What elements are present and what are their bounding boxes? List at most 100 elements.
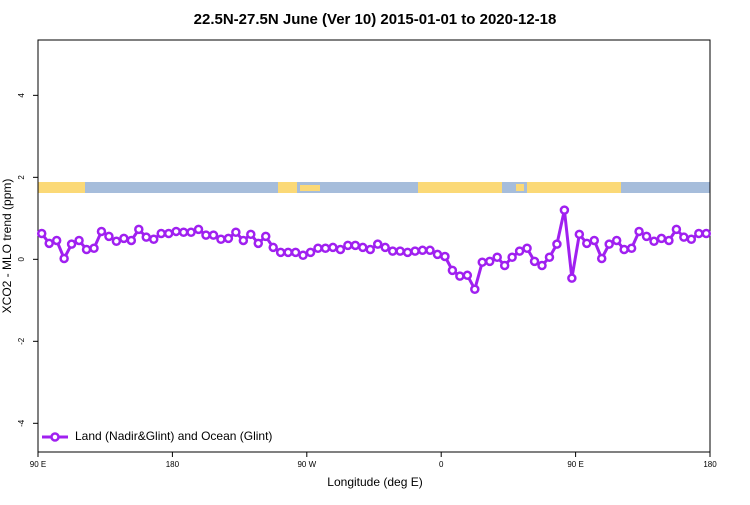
data-point [36,228,47,239]
data-point [589,235,600,246]
data-point [455,271,465,281]
data-point [634,226,644,237]
data-point [328,242,338,253]
data-point [626,243,637,254]
y-tick-label: 2 [17,175,26,180]
data-point [694,228,704,239]
data-point [552,239,562,249]
data-point [59,253,69,264]
data-point [664,235,674,246]
y-axis-label: XCO2 - MLO trend (ppm) [0,179,14,314]
x-axis-label: Longitude (deg E) [327,475,422,489]
data-point [343,240,353,251]
data-point [470,284,480,294]
data-point [134,224,144,235]
data-point [537,260,547,271]
data-point [686,234,697,244]
data-point [268,242,278,253]
data-point [649,236,659,247]
data-point [701,228,712,239]
x-tick-label: 180 [166,460,180,469]
data-point [260,231,271,242]
data-point [507,252,517,263]
data-point [387,246,398,256]
data-point [484,256,495,267]
data-point [641,231,652,242]
data-point [425,245,435,256]
data-point [402,247,413,258]
data-point [499,260,510,271]
data-point [305,247,316,258]
x-tick-label: 90 E [30,460,46,469]
data-point [440,251,450,262]
data-point [119,233,129,244]
data-point [335,244,346,255]
x-tick-label: 90 E [567,460,583,469]
data-point [298,250,308,260]
data-point [238,235,249,246]
data-point [596,253,607,264]
data-point [163,228,174,239]
data-point [604,239,614,249]
data-point [582,238,592,249]
data-point [567,273,577,283]
data-point [320,243,331,254]
x-tick-label: 0 [439,460,444,469]
data-point [208,230,219,240]
data-point [290,247,301,258]
data-point [96,226,107,237]
data-point [111,236,122,247]
data-point [544,252,555,263]
data-point [193,224,204,235]
x-tick-label: 90 W [297,460,316,469]
data-point [492,252,502,263]
y-tick-label: 4 [17,93,26,98]
data-point [275,247,286,258]
data-point [372,239,383,249]
data-point [671,224,682,235]
data-point [253,238,264,249]
data-point [559,205,570,215]
y-tick-label: -4 [17,419,26,427]
data-point [74,235,84,246]
data-point [126,235,137,246]
data-point [432,249,443,260]
data-point [656,233,667,244]
data-point [417,245,428,256]
data-point [410,246,420,256]
data-point [231,227,241,238]
legend-marker [50,432,60,442]
data-point [395,246,405,256]
data-point [514,246,525,256]
data-point [313,243,323,254]
data-point [148,234,159,244]
data-point [178,227,189,238]
data-point [66,239,77,249]
data-point [246,229,256,240]
data-point [104,231,114,242]
data-point [44,238,54,249]
data-point [380,242,390,253]
plot-frame [37,39,711,453]
data-point [171,226,181,237]
data-point [574,229,585,240]
legend-label: Land (Nadir&Glint) and Ocean (Glint) [75,429,272,443]
data-point [358,242,368,253]
data-point [223,233,234,244]
data-point [522,243,532,254]
data-point [350,240,361,251]
data-point [186,227,196,238]
data-point [447,265,458,276]
data-point [611,235,622,246]
data-point [201,230,211,240]
data-point [529,256,540,267]
data-point [283,247,293,258]
data-point [51,235,62,246]
data-point [619,244,629,255]
y-tick-label: -2 [17,337,26,345]
chart-title: 22.5N-27.5N June (Ver 10) 2015-01-01 to … [194,11,557,28]
data-point [679,232,689,242]
data-point [89,243,99,254]
data-point [81,244,92,255]
